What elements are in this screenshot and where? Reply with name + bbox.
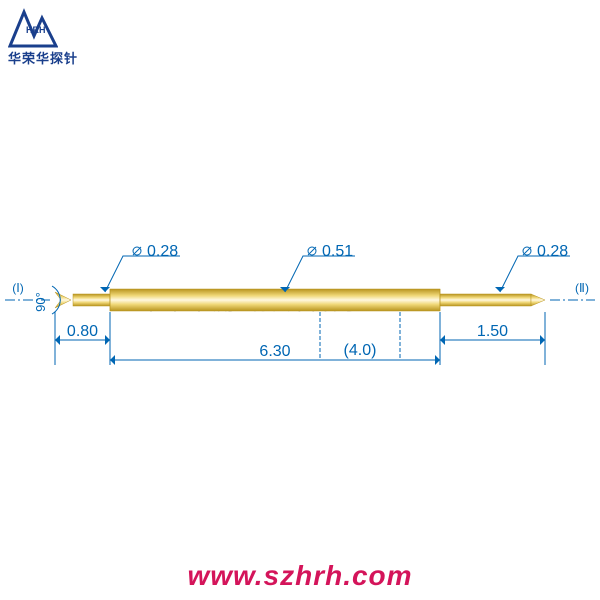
end-label-left: (Ⅰ)	[12, 281, 24, 295]
probe-body	[110, 289, 440, 311]
dim-inner: (4.0)	[344, 342, 377, 359]
dim-dia-2: 0.28	[537, 243, 568, 260]
probe-tip-left	[55, 292, 71, 308]
dim-angle: 90°	[33, 292, 48, 312]
end-label-right: (Ⅱ)	[575, 281, 589, 295]
technical-drawing: (Ⅰ) (Ⅱ) (4.0) 0.28 0.51 0.28 90° 0.80 6.30 1.50	[0, 0, 600, 600]
dim-len-2: 1.50	[477, 323, 508, 340]
dim-len-0: 0.80	[67, 323, 98, 340]
dim-dia-0: 0.28	[147, 243, 178, 260]
website-url: www.szhrh.com	[0, 560, 600, 592]
dim-len-1: 6.30	[259, 343, 290, 360]
dim-dia-1: 0.51	[322, 243, 353, 260]
probe-tip-right	[531, 294, 545, 306]
